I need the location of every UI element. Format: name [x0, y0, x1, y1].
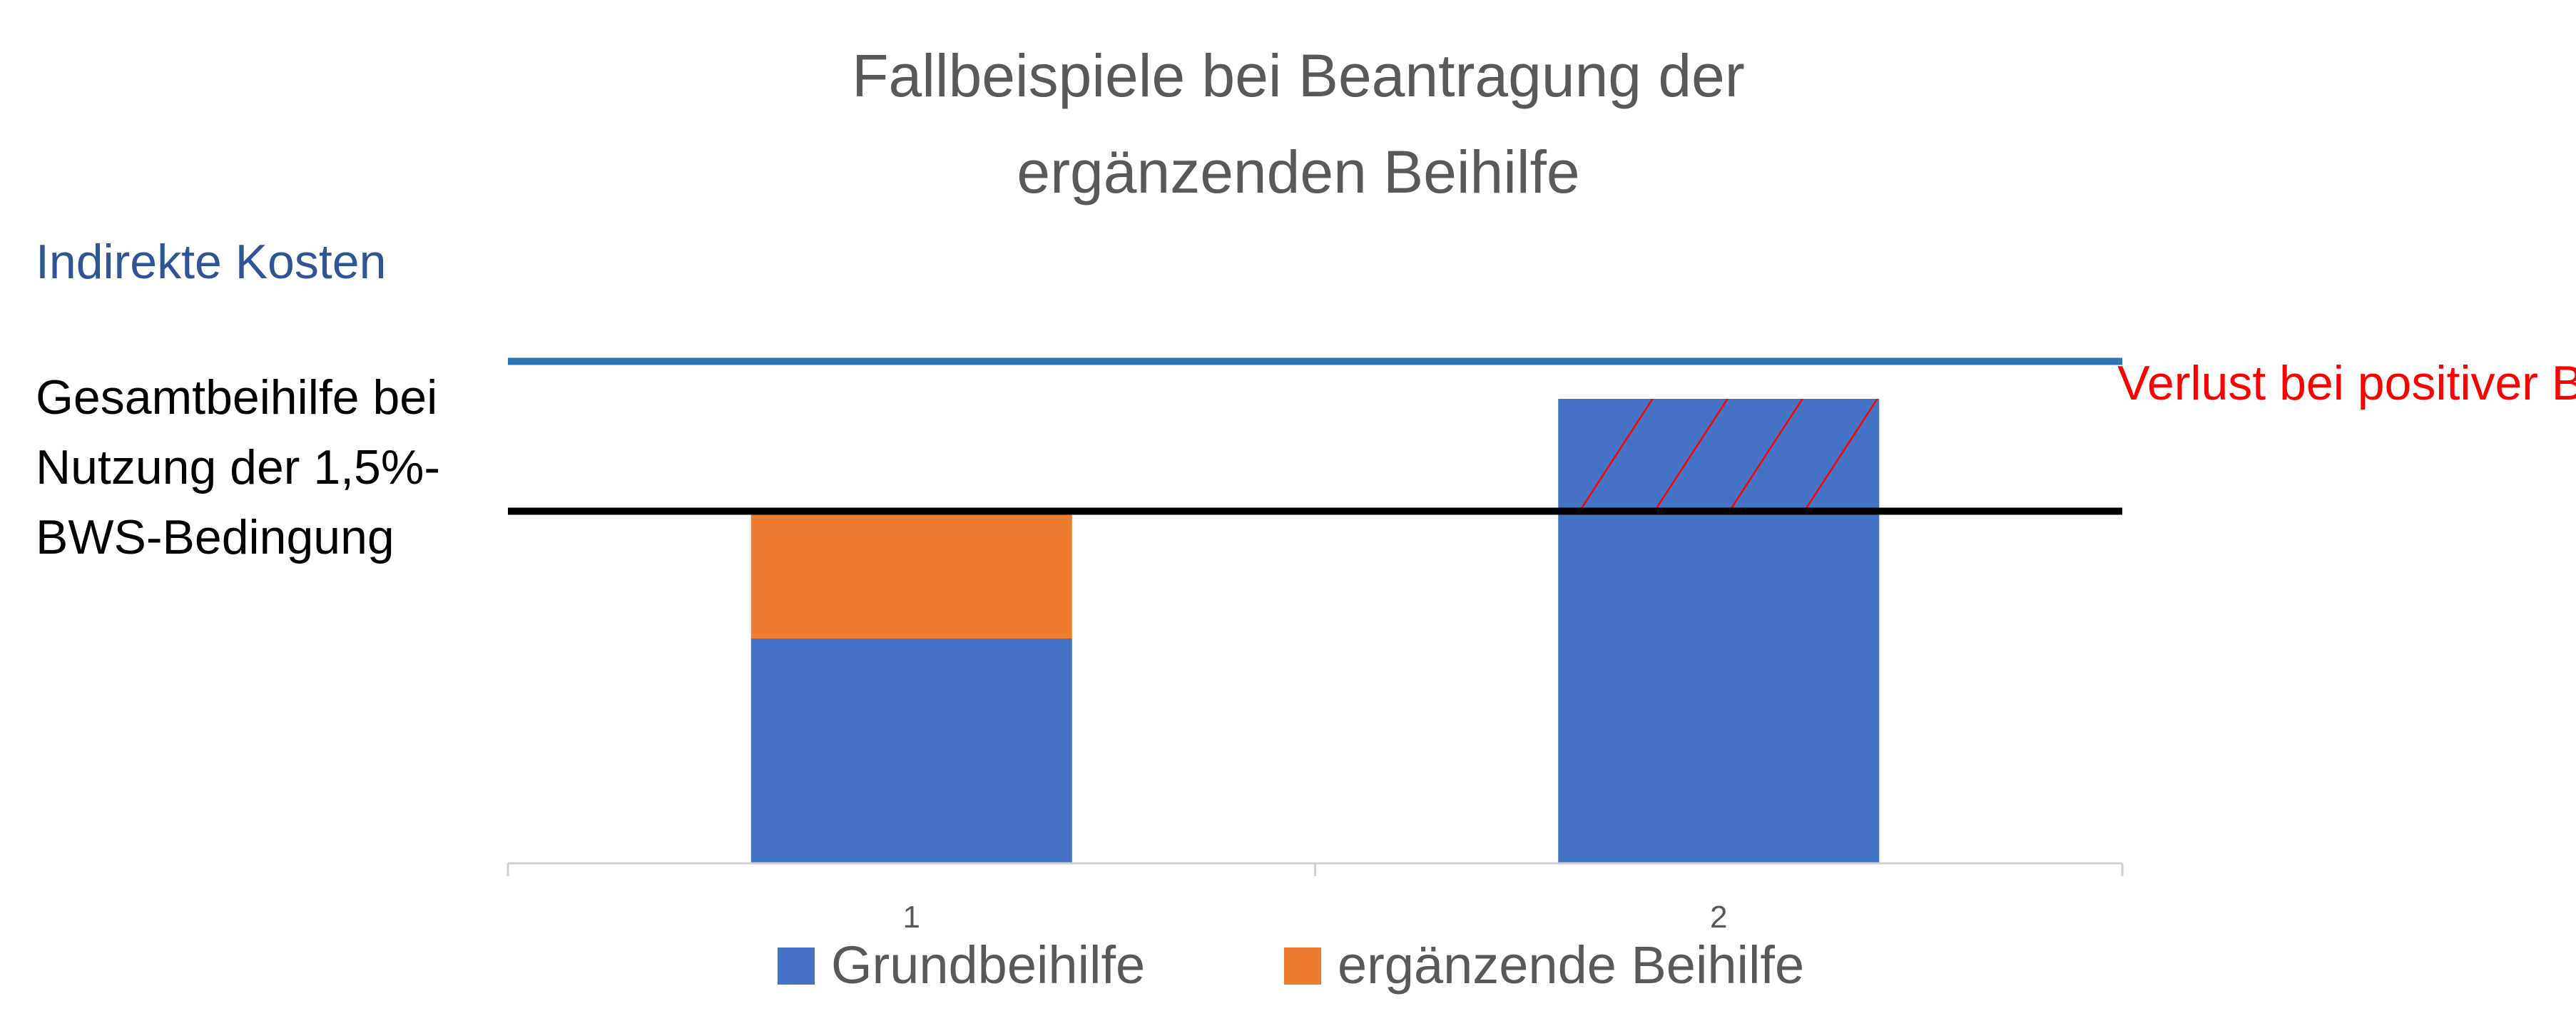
bar-grundbeihilfe-cat-2: [1558, 399, 1880, 863]
reference-label-indirekte-kosten-line-1: Indirekte Kosten: [36, 235, 386, 289]
loss-hatch-line: [1654, 399, 1729, 512]
reference-lines: Indirekte Kosten Gesamtbeihilfe bei Nutzun…: [36, 235, 2122, 564]
annotation-loss-label: Verlust bei positiver BWS: [2117, 356, 2576, 410]
x-tick-label-2: 2: [1710, 900, 1727, 935]
legend: Grundbeihilfe ergänzende Beihilfe: [778, 935, 1804, 995]
loss-hatch-line: [1729, 399, 1803, 512]
legend-label-grundbeihilfe: Grundbeihilfe: [831, 935, 1145, 995]
legend-label-ergaenzende-beihilfe: ergänzende Beihilfe: [1338, 935, 1804, 995]
loss-hatch-line: [1579, 399, 1654, 512]
chart-title-line-2: ergänzenden Beihilfe: [1017, 138, 1579, 205]
loss-hatch-line: [1878, 509, 1880, 512]
chart-title-line-1: Fallbeispiele bei Beantragung der: [852, 42, 1745, 109]
bar-ergaenzende-beihilfe-cat-1: [750, 511, 1072, 639]
x-axis: [506, 862, 2124, 876]
x-tick-label-1: 1: [903, 900, 920, 935]
legend-swatch-ergaenzende-beihilfe: [1284, 948, 1321, 985]
legend-swatch-grundbeihilfe: [778, 948, 815, 985]
reference-label-gesamtbeihilfe-line-2: Nutzung der 1,5%-: [36, 440, 440, 494]
reference-label-gesamtbeihilfe-line-1: Gesamtbeihilfe bei: [36, 370, 437, 425]
loss-hatch-group: [1579, 399, 1880, 512]
bars-group: [750, 399, 1880, 863]
loss-hatch-line: [1803, 399, 1878, 512]
reference-label-gesamtbeihilfe-line-3: BWS-Bedingung: [36, 510, 394, 564]
bar-grundbeihilfe-cat-1: [750, 639, 1072, 863]
